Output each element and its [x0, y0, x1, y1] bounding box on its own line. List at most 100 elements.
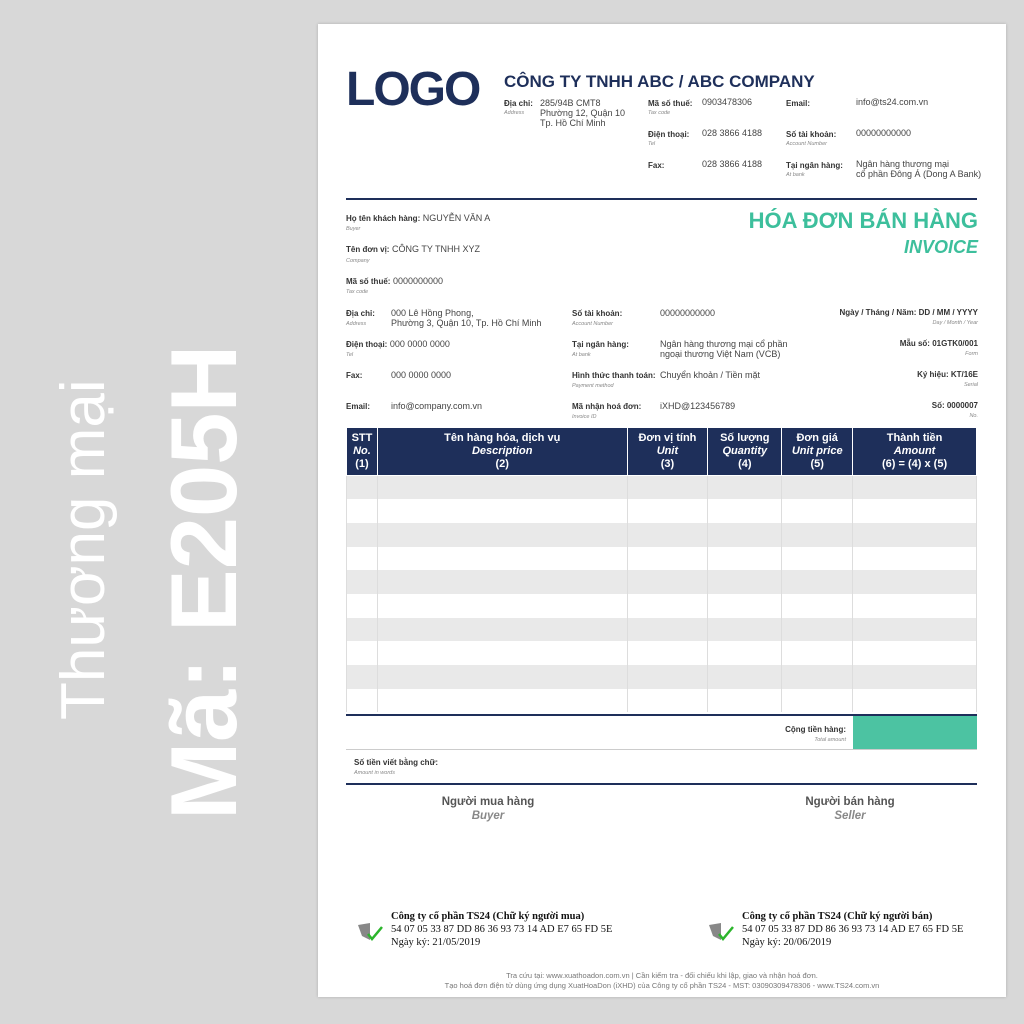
buyer-tax: Mã số thuế: 0000000000 — [346, 276, 443, 286]
seller-email: info@ts24.com.vn — [856, 97, 929, 107]
seller-acc: 00000000000 — [856, 128, 912, 138]
label: Họ tên khách hàng: — [346, 214, 421, 223]
date-sub: Day / Month / Year — [932, 320, 978, 326]
table-cell — [346, 499, 378, 523]
seller-digital-signature: Công ty cổ phần TS24 (Chữ ký người bán) 5… — [742, 910, 963, 949]
table-cell — [626, 665, 709, 689]
label: Tên đơn vị: — [346, 245, 390, 254]
table-cell — [781, 688, 854, 713]
h-n: (3) — [660, 458, 675, 470]
value: NGUYỄN VĂN A — [422, 213, 491, 223]
table-cell — [852, 546, 977, 571]
table-cell — [376, 475, 628, 500]
table-cell — [707, 499, 783, 523]
sig-line: 54 07 05 33 87 DD 86 36 93 73 14 AD E7 6… — [742, 924, 964, 935]
col-unit: Đơn vị tính Unit (3) — [626, 427, 709, 476]
total-label: Cộng tiền hàng: — [785, 725, 846, 734]
label: Điện thoại: — [346, 340, 388, 349]
seller-tax: 0903478306 — [702, 97, 753, 107]
address-line: 285/94B CMT8 — [540, 98, 601, 108]
h: STT — [351, 432, 373, 444]
invoice-page: LOGO CÔNG TY TNHH ABC / ABC COMPANY Địa … — [318, 24, 1006, 997]
sig-line: Ngày ký: 21/05/2019 — [391, 937, 481, 948]
buyer-bank-label: Tại ngân hàng: — [572, 340, 629, 349]
table-row — [346, 617, 977, 642]
h: Tên hàng hóa, dịch vụ — [444, 432, 561, 444]
buyer-bank: Ngân hàng thương mại cổ phần ngoại thương… — [660, 339, 788, 359]
seller-acc-label: Số tài khoản: — [786, 130, 837, 139]
table-cell — [707, 546, 783, 571]
h: Thành tiền — [886, 432, 943, 444]
table-cell — [346, 593, 378, 618]
table-cell — [852, 665, 977, 689]
sig-line: Ngày ký: 20/06/2019 — [742, 937, 832, 948]
bank-line: Ngân hàng thương mại cổ phần — [660, 339, 788, 349]
table-cell — [626, 688, 709, 713]
seller-sign-sub: Seller — [834, 810, 866, 822]
totals-section: Cộng tiền hàng: Total amount Số tiền viế… — [346, 714, 977, 785]
form-no: Mẫu số: 01GTK0/001 — [899, 339, 978, 348]
value: 0000000000 — [392, 276, 444, 286]
company-logo: LOGO — [346, 63, 481, 116]
h-en: Unit price — [791, 445, 843, 457]
table-header: STT No. (1) Tên hàng hóa, dịch vụ Descripti… — [346, 427, 977, 476]
buyer-address: 000 Lê Hồng Phong, Phường 3, Quận 10, Tp.… — [391, 308, 541, 328]
invoice-subtitle: INVOICE — [903, 237, 978, 257]
table-cell — [346, 641, 378, 665]
table-cell — [376, 641, 628, 665]
bank-line: Ngân hàng thương mại — [856, 159, 949, 169]
buyer-tel-sub: Tel — [346, 352, 354, 358]
amount-words-sub: Amount in words — [354, 770, 395, 776]
buyer-bank-sub: At bank — [572, 352, 591, 358]
table-cell — [781, 593, 854, 618]
table-cell — [852, 499, 977, 523]
table-cell — [346, 617, 378, 642]
seller-tel-sub: Tel — [648, 141, 656, 147]
h-n: (2) — [495, 458, 509, 470]
buyer-address-label: Địa chỉ: — [346, 309, 375, 318]
h-en: Unit — [656, 445, 679, 457]
value: 000 0000 0000 — [389, 339, 450, 349]
col-amount: Thành tiền Amount (6) = (4) x (5) — [852, 427, 977, 476]
table-row — [346, 546, 977, 571]
seller-tax-label: Mã số thuế: — [648, 99, 693, 108]
table-cell — [376, 617, 628, 642]
total-amount-cell — [853, 716, 977, 749]
buyer-acc-sub: Account Number — [572, 321, 613, 327]
seller-address-sub: Address — [504, 110, 525, 116]
seller-fax-label: Fax: — [648, 161, 665, 170]
table-cell — [376, 570, 628, 594]
table-cell — [707, 688, 783, 713]
table-cell — [376, 688, 628, 713]
buyer-acc-label: Số tài khoản: — [572, 309, 623, 318]
h-en: Description — [471, 445, 533, 457]
table-cell — [781, 617, 854, 642]
buyer-address-sub: Address — [346, 321, 367, 327]
table-cell — [781, 641, 854, 665]
col-quantity: Số lượng Quantity (4) — [707, 427, 783, 476]
seller-tel-label: Điện thoại: — [648, 130, 690, 139]
table-cell — [852, 688, 977, 713]
table-cell — [376, 522, 628, 547]
seller-tel: 028 3866 4188 — [702, 128, 763, 138]
table-cell — [852, 617, 977, 642]
divider — [346, 198, 977, 200]
payment-method: Chuyển khoản / Tiền mặt — [660, 370, 761, 380]
table-cell — [346, 475, 378, 500]
address-line: Tp. Hồ Chí Minh — [540, 118, 606, 128]
table-cell — [781, 522, 854, 547]
table-cell — [626, 475, 709, 500]
table-cell — [781, 570, 854, 594]
side-label-category: Thương mại — [49, 379, 118, 720]
items-table: STT No. (1) Tên hàng hóa, dịch vụ Descripti… — [346, 427, 977, 713]
sig-line: Công ty cổ phần TS24 (Chữ ký người bán) — [742, 911, 933, 922]
sig-line: Công ty cổ phần TS24 (Chữ ký người mua) — [391, 911, 585, 922]
h-en: Quantity — [722, 445, 768, 457]
h-n: (5) — [810, 458, 824, 470]
h: Số lượng — [720, 432, 770, 444]
col-description: Tên hàng hóa, dịch vụ Description (2) — [376, 427, 628, 476]
date: Ngày / Tháng / Năm: DD / MM / YYYY — [839, 308, 978, 317]
table-cell — [376, 665, 628, 689]
invoice-number: Số: 0000007 — [931, 401, 978, 410]
table-cell — [781, 475, 854, 500]
